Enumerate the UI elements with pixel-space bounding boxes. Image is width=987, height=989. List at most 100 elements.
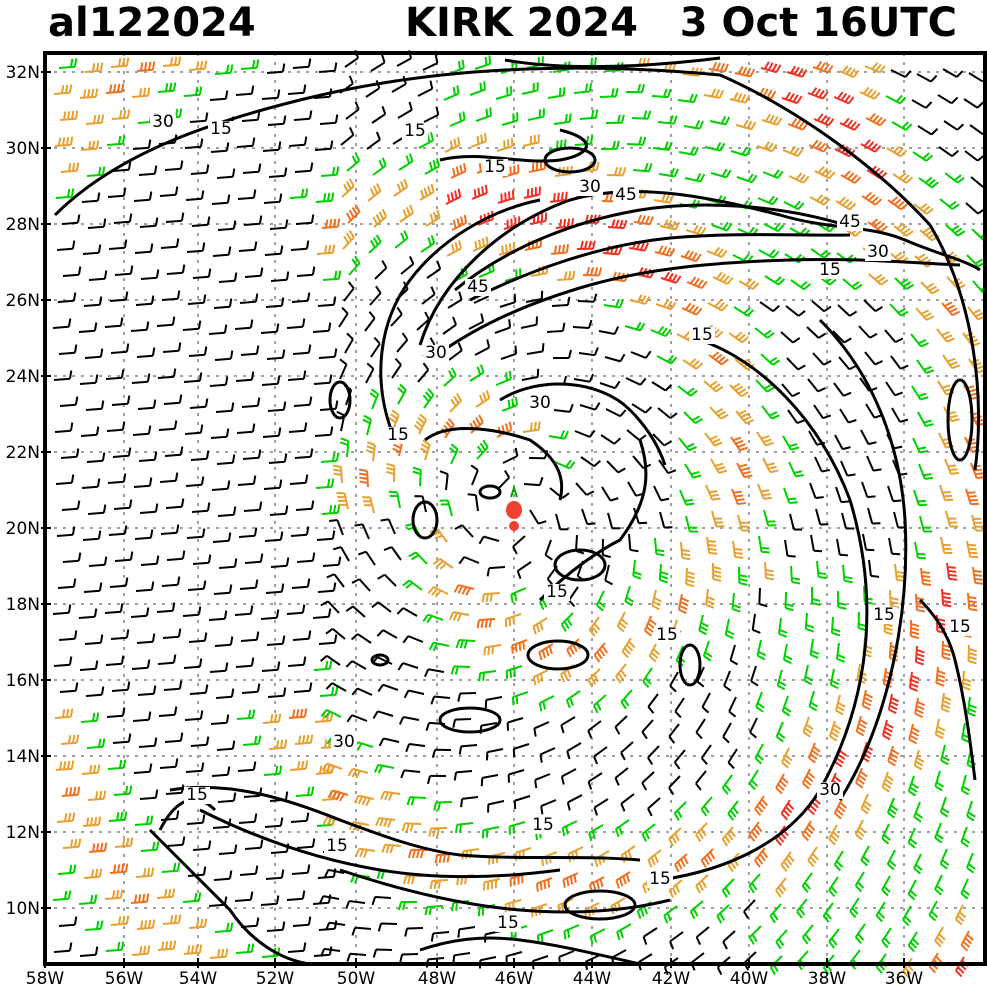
wind-barb — [703, 380, 724, 393]
wind-barb — [889, 303, 909, 317]
wind-barb — [944, 458, 960, 475]
wind-barb — [139, 789, 159, 800]
wind-barb — [754, 743, 765, 765]
wind-barb — [108, 239, 128, 250]
wind-barb — [912, 437, 929, 454]
wind-barb — [88, 842, 108, 853]
wind-barb — [296, 266, 316, 277]
wind-barb — [61, 214, 81, 225]
wind-barb — [860, 429, 877, 446]
wind-barb — [413, 413, 428, 435]
wind-barb — [62, 838, 82, 849]
wind-barb — [553, 403, 574, 413]
contour-label: 15 — [326, 836, 348, 856]
wind-barb — [754, 795, 768, 817]
wind-barb — [478, 670, 497, 682]
wind-barb — [838, 65, 860, 78]
wind-barb — [264, 817, 284, 828]
wind-barb — [189, 112, 209, 123]
wind-barb — [658, 167, 679, 178]
wind-barb — [215, 402, 235, 413]
wind-barb — [161, 862, 181, 873]
lat-tick-label: 28N — [6, 215, 40, 235]
wind-barb — [698, 614, 709, 636]
wind-barb — [319, 114, 339, 125]
wind-barb — [293, 110, 313, 121]
contour-label-bg — [647, 871, 673, 888]
wind-barb — [268, 453, 288, 464]
wind-barb — [240, 59, 260, 70]
wind-barb — [788, 172, 810, 184]
wind-barb — [234, 605, 254, 616]
wind-barb — [242, 449, 262, 460]
wind-barb — [114, 551, 134, 562]
wind-barb — [682, 358, 704, 370]
wind-barb — [728, 696, 737, 718]
wind-barb — [907, 775, 919, 797]
wind-barb — [632, 559, 642, 580]
wind-barb — [943, 120, 965, 131]
wind-barb — [763, 509, 777, 527]
wind-barb — [578, 347, 599, 357]
wind-barb — [414, 495, 427, 513]
wind-barb — [811, 300, 832, 313]
wind-barb — [785, 305, 806, 317]
wind-barb — [552, 349, 572, 359]
wind-barb — [945, 224, 966, 237]
wind-barb — [213, 584, 233, 595]
wind-barb — [782, 643, 793, 665]
wind-barb — [239, 579, 259, 590]
wind-barb — [291, 292, 311, 303]
wind-barb — [913, 489, 928, 507]
wind-barb — [239, 293, 259, 304]
wind-barb — [111, 681, 131, 692]
wind-barb — [836, 538, 849, 557]
contour-label: 45 — [615, 185, 637, 205]
wind-barb — [553, 113, 572, 125]
wind-barb — [881, 875, 891, 897]
contour-label: 30 — [819, 780, 841, 800]
wind-barb — [748, 769, 759, 791]
wind-barb — [887, 693, 900, 715]
wind-barb — [796, 898, 808, 919]
wind-barb — [854, 819, 867, 841]
wind-barb — [474, 55, 492, 70]
wind-barb — [867, 507, 881, 525]
wind-barb — [467, 493, 479, 512]
contour-label-bg — [465, 279, 491, 296]
wind-barb — [695, 718, 706, 740]
wind-barb — [764, 275, 786, 286]
wind-barb — [105, 941, 125, 952]
contour-label-bg — [495, 915, 521, 932]
wind-barb — [960, 826, 971, 848]
wind-barb — [506, 717, 524, 731]
wind-barb — [954, 904, 967, 926]
wind-barb — [398, 716, 420, 725]
wind-barb — [801, 872, 813, 893]
wind-barb — [546, 322, 566, 333]
wind-barb — [378, 737, 400, 747]
wind-barb — [263, 479, 283, 490]
wind-barb — [908, 723, 920, 745]
wind-barb — [210, 428, 230, 439]
wind-barb — [626, 429, 647, 441]
wind-barb — [345, 660, 367, 670]
wind-barb — [908, 671, 920, 692]
wind-barb — [421, 286, 436, 305]
wind-barb — [110, 915, 130, 926]
wind-barb — [780, 799, 795, 821]
wind-barb — [469, 81, 487, 96]
wind-barb — [239, 865, 259, 876]
wind-barb — [321, 504, 341, 515]
wind-barb — [111, 109, 131, 120]
wind-barb — [527, 108, 545, 121]
wind-barb — [214, 636, 234, 647]
wind-barb — [560, 768, 577, 785]
wind-barb — [758, 587, 768, 608]
wind-barb — [215, 688, 235, 699]
wind-barb — [842, 564, 853, 584]
wind-barb — [615, 871, 631, 889]
wind-barb — [917, 125, 939, 136]
wind-barb — [522, 421, 541, 433]
wind-barb — [425, 209, 441, 227]
